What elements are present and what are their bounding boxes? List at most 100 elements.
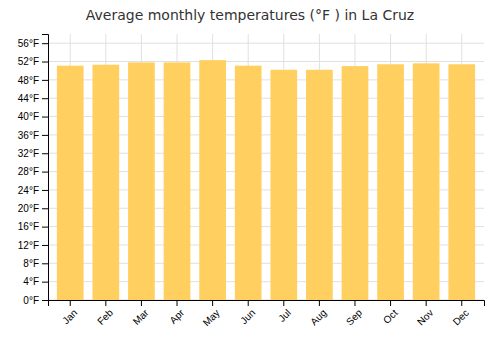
grid <box>48 34 484 300</box>
tick-mark <box>42 117 48 118</box>
tick-label: Jul <box>276 307 293 324</box>
tick: 20°F <box>18 203 48 214</box>
tick: 12°F <box>18 240 48 251</box>
tick: 52°F <box>18 56 48 67</box>
tick-label: 8°F <box>23 258 39 269</box>
tick-mark <box>42 172 48 173</box>
tick: 40°F <box>18 111 48 122</box>
tick: Mar <box>131 300 151 327</box>
tick-label: 40°F <box>18 111 39 122</box>
tick-mark <box>105 300 106 306</box>
tick-label: Mar <box>131 307 151 327</box>
tick-mark <box>42 153 48 154</box>
tick-mark <box>42 245 48 246</box>
tick-mark <box>319 300 320 306</box>
tick-label: 4°F <box>23 276 39 287</box>
tick-label: Apr <box>167 307 186 326</box>
tick: 0°F <box>23 295 48 306</box>
grid-line <box>48 43 484 44</box>
axis-line <box>49 301 485 307</box>
tick: Sep <box>344 300 365 327</box>
title: Average monthly temperatures (°F ) in La… <box>86 7 414 23</box>
tick-mark <box>141 300 142 306</box>
bar <box>448 64 475 300</box>
tick-mark <box>283 300 284 306</box>
bar <box>199 60 226 300</box>
tick-label: 36°F <box>18 130 39 141</box>
bar <box>57 66 84 300</box>
bars <box>57 60 475 300</box>
tick: 36°F <box>18 130 48 141</box>
tick-mark <box>70 300 71 306</box>
bar <box>377 64 404 300</box>
tick-mark <box>426 300 427 306</box>
bar <box>270 70 297 300</box>
tick-mark <box>42 62 48 63</box>
tick: Oct <box>381 300 400 326</box>
tick-label: 12°F <box>18 240 39 251</box>
chart: Average monthly temperatures (°F ) in La… <box>0 0 500 350</box>
tick-mark <box>42 80 48 81</box>
tick-mark <box>354 300 355 306</box>
tick-mark <box>42 300 48 301</box>
tick-label: Jun <box>238 307 257 326</box>
tick-label: 16°F <box>18 221 39 232</box>
tick: 24°F <box>18 185 48 196</box>
bar <box>128 62 155 300</box>
plot: Jan Feb Mar Apr May Jun Jul Aug Sep Oct Nov Dec 0°F 4… <box>18 34 485 328</box>
bar <box>306 70 333 300</box>
tick-label: Aug <box>308 307 328 327</box>
tick: 28°F <box>18 166 48 177</box>
tick-mark <box>42 263 48 264</box>
tick: Jan <box>60 300 79 326</box>
tick: Feb <box>95 300 115 327</box>
tick-mark <box>212 300 213 306</box>
tick-label: 24°F <box>18 185 39 196</box>
tick-mark <box>42 98 48 99</box>
tick-mark <box>42 135 48 136</box>
tick-label: 56°F <box>18 38 39 49</box>
tick-label: 0°F <box>23 295 39 306</box>
bar <box>92 65 119 300</box>
tick: Aug <box>308 300 328 327</box>
tick-label: 48°F <box>18 75 39 86</box>
tick: 32°F <box>18 148 48 159</box>
tick-mark <box>390 300 391 306</box>
tick-label: Oct <box>381 307 400 326</box>
tick-label: May <box>201 307 222 328</box>
tick: 48°F <box>18 75 48 86</box>
x-axis: Jan Feb Mar Apr May Jun Jul Aug Sep Oct Nov Dec <box>49 300 485 328</box>
bar <box>342 66 369 300</box>
tick: Jul <box>276 300 293 324</box>
tick-mark <box>177 300 178 306</box>
tick: Nov <box>415 300 435 327</box>
tick: 44°F <box>18 93 48 104</box>
axis-line <box>42 35 49 301</box>
tick: 16°F <box>18 221 48 232</box>
bar <box>413 63 440 300</box>
bar <box>235 66 262 300</box>
tick-label: Dec <box>451 307 471 327</box>
bar <box>164 62 191 300</box>
tick: Apr <box>167 300 186 326</box>
tick-mark <box>42 190 48 191</box>
grid-line <box>48 61 484 62</box>
tick: 8°F <box>23 258 48 269</box>
tick-mark <box>42 282 48 283</box>
tick: Dec <box>451 300 471 327</box>
y-axis: 0°F 4°F 8°F 12°F 16°F 20°F 24°F 28°F 32°F 36°F 40°… <box>18 35 49 306</box>
tick-label: 20°F <box>18 203 39 214</box>
tick-mark <box>42 227 48 228</box>
tick-label: 28°F <box>18 166 39 177</box>
tick: 4°F <box>23 276 48 287</box>
tick-label: Feb <box>95 307 115 327</box>
tick-label: 52°F <box>18 56 39 67</box>
tick: Jun <box>238 300 257 326</box>
tick-label: 44°F <box>18 93 39 104</box>
tick-mark <box>42 208 48 209</box>
tick: May <box>201 300 222 328</box>
tick-label: 32°F <box>18 148 39 159</box>
tick: 56°F <box>18 38 48 49</box>
tick-mark <box>248 300 249 306</box>
tick-mark <box>461 300 462 306</box>
